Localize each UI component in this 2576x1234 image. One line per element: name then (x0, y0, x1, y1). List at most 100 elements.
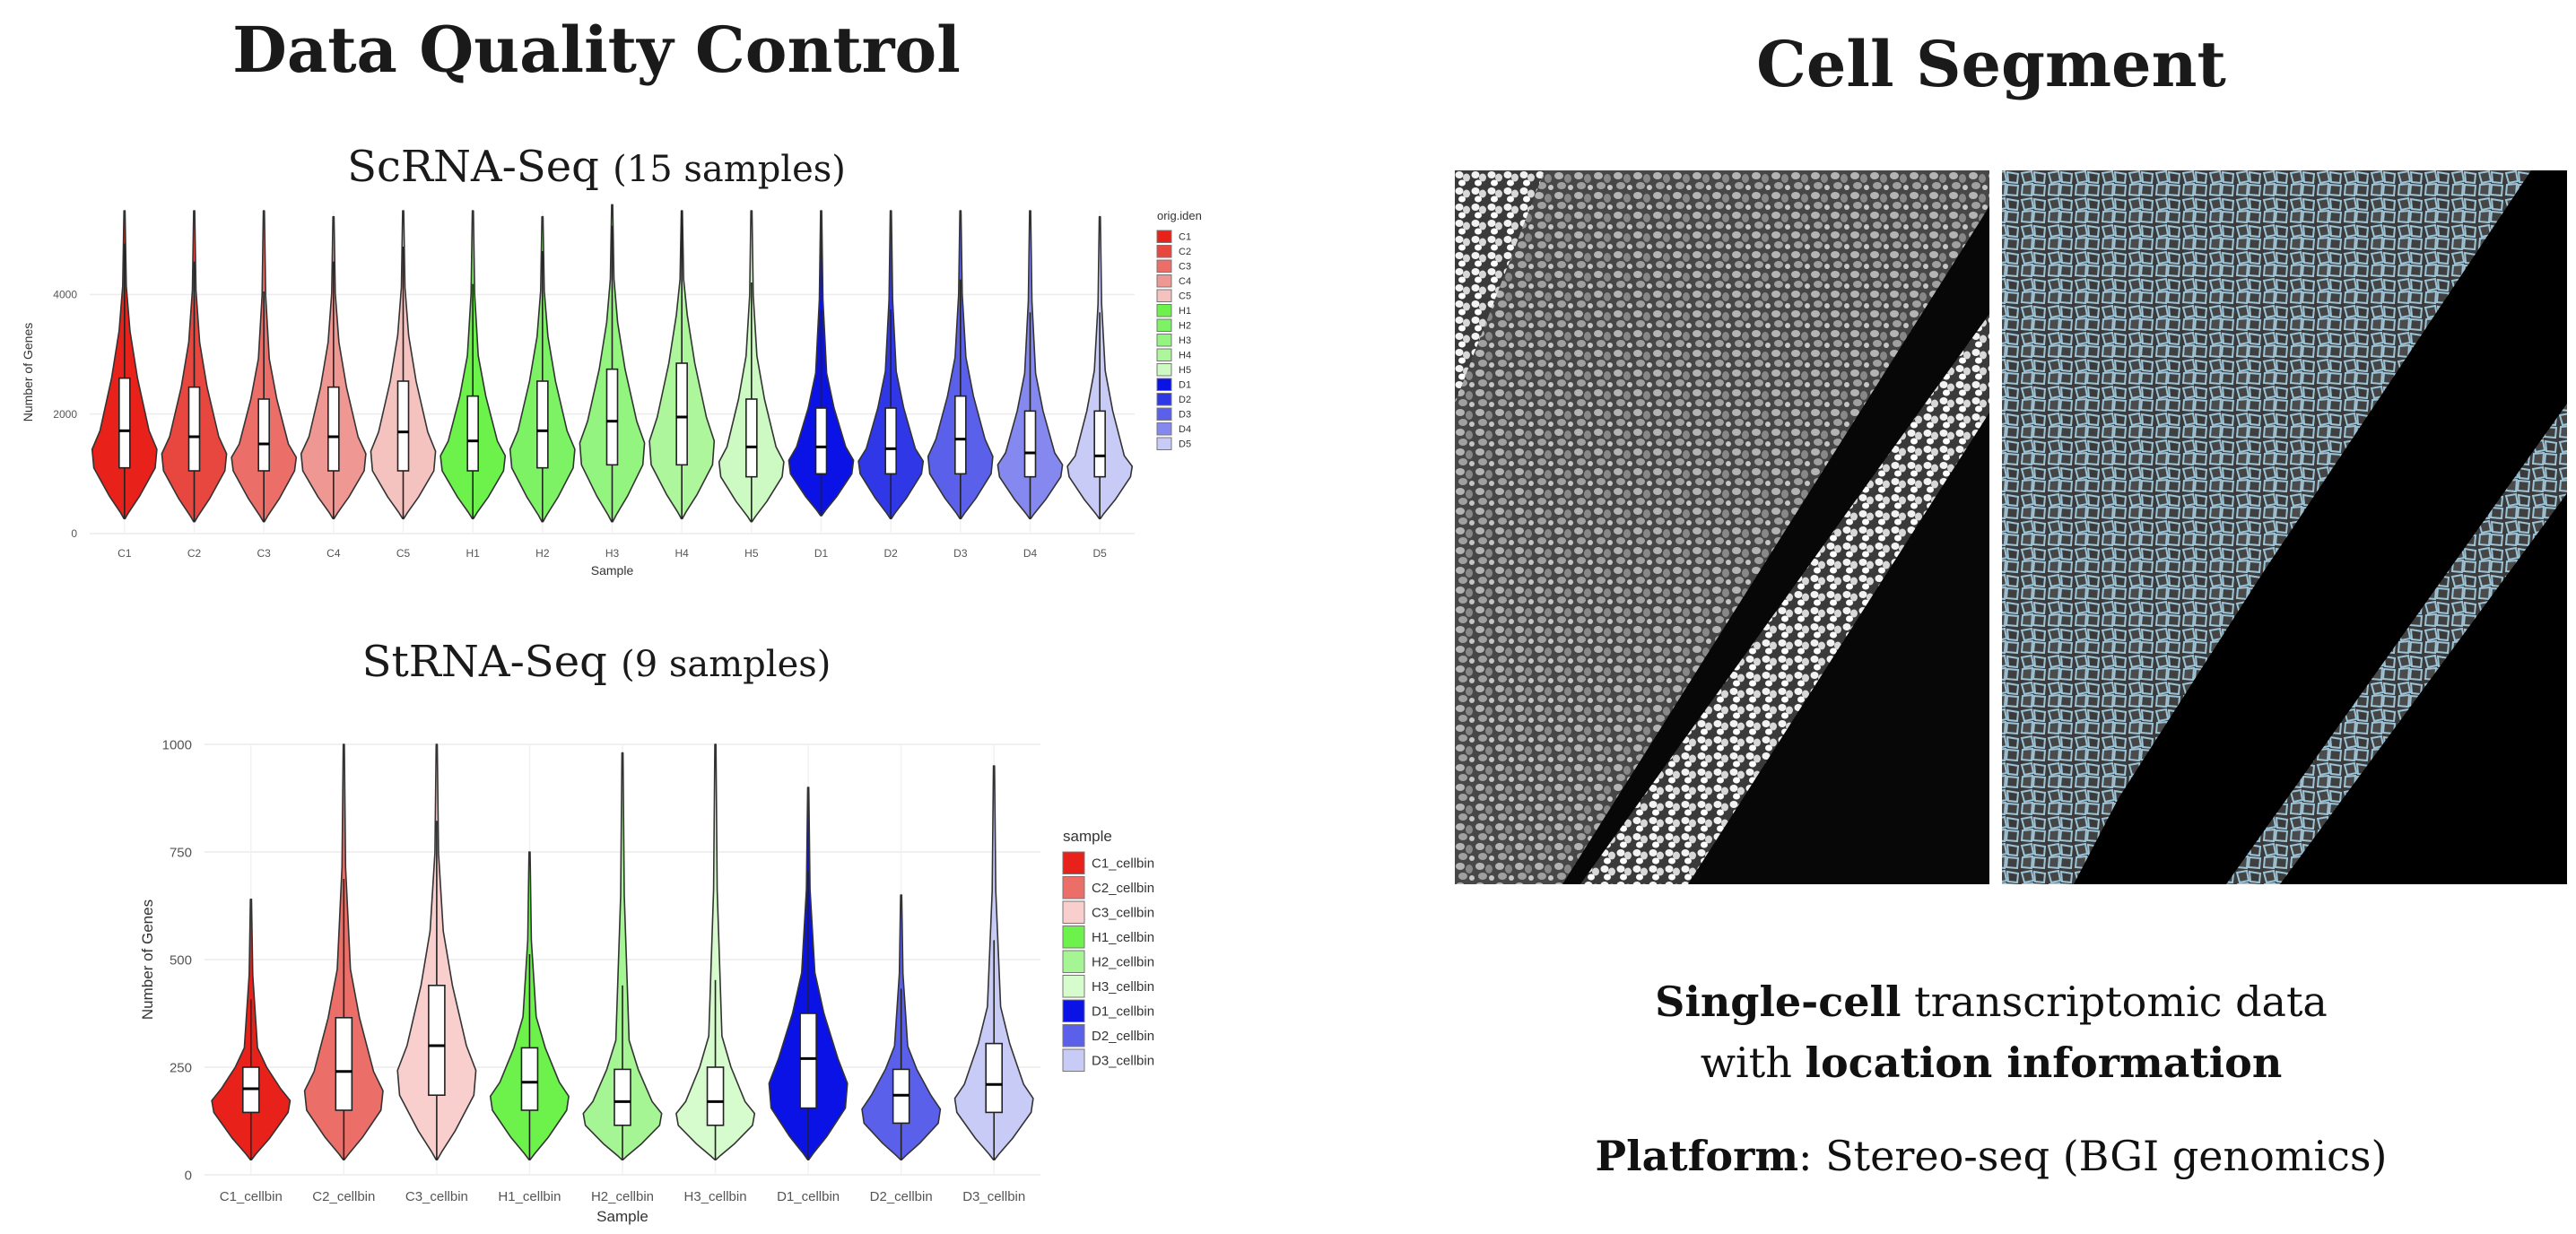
box-C4 (327, 386, 340, 472)
legend-swatch (1062, 999, 1085, 1022)
x-tick-label: D2_cellbin (870, 1189, 933, 1204)
box-C3_cellbin (428, 984, 446, 1096)
desc-single-cell: Single-cell (1655, 978, 1902, 1026)
box-D1_cellbin (799, 1012, 817, 1109)
sc-violin-chart: 0 2000 4000 C1 C2 C3 C4 C5 H1 H2 H3 H4 H5 D1 D2 D3 D4 D5 S… (21, 204, 1202, 578)
x-tick-label: C5 (396, 547, 411, 560)
legend-swatch (1156, 437, 1172, 450)
y-tick-label: 4000 (53, 289, 77, 301)
box-D1 (814, 407, 828, 475)
legend-label: C1 (1179, 232, 1191, 243)
box-D3 (954, 395, 967, 475)
desc-platform-label: Platform (1595, 1132, 1799, 1180)
x-axis-label: Sample (596, 1208, 648, 1225)
legend-label: D2_cellbin (1092, 1029, 1154, 1044)
sc-chart-title: ScRNA-Seq (15 samples) (0, 142, 1193, 192)
st-title-paren: (9 samples) (621, 644, 831, 685)
x-tick-label: C1 (117, 547, 132, 560)
legend-swatch (1062, 975, 1085, 998)
nuclei-image (1455, 170, 1989, 884)
legend-label: H2_cellbin (1092, 955, 1154, 970)
legend-swatch (1156, 274, 1172, 288)
legend-swatch (1062, 926, 1085, 949)
x-tick-label: C1_cellbin (220, 1189, 283, 1204)
box-H1 (466, 395, 479, 472)
legend-swatch (1062, 876, 1085, 899)
box-C2_cellbin (335, 1016, 353, 1111)
right-title: Cell Segment (1756, 27, 2226, 101)
legend-label: H4 (1179, 351, 1191, 361)
legend-label: H2 (1179, 321, 1191, 332)
x-tick-label: H5 (744, 547, 759, 560)
x-axis-label: Sample (591, 563, 634, 578)
box-D2 (884, 407, 897, 475)
legend-label: D1_cellbin (1092, 1004, 1154, 1020)
x-tick-label: D3 (953, 547, 968, 560)
legend-swatch (1156, 230, 1172, 243)
x-tick-label: H4 (674, 547, 689, 560)
box-H1_cellbin (520, 1047, 539, 1111)
legend-swatch (1156, 304, 1172, 317)
description-line-1: Single-cell transcriptomic data (1435, 978, 2547, 1026)
legend-swatch (1156, 378, 1172, 391)
x-tick-label: D1 (814, 547, 829, 560)
legend-label: C5 (1179, 291, 1191, 302)
legend-label: H3 (1179, 335, 1191, 346)
desc-line1-rest: transcriptomic data (1901, 978, 2328, 1026)
legend-label: C3 (1179, 262, 1191, 273)
box-H2 (536, 380, 549, 469)
legend-swatch (1156, 334, 1172, 347)
x-tick-label: D5 (1092, 547, 1107, 560)
box-C2 (187, 386, 201, 472)
cell-segmentation-images (1455, 170, 2567, 884)
legend-title: sample (1063, 828, 1112, 845)
y-tick-label: 750 (170, 845, 192, 860)
box-D3_cellbin (985, 1042, 1004, 1114)
legend-swatch (1062, 950, 1085, 973)
description-line-3: Platform: Stereo-seq (BGI genomics) (1435, 1132, 2547, 1180)
box-H3 (605, 368, 619, 466)
box-H4 (675, 362, 688, 466)
legend-label: C4 (1179, 276, 1191, 287)
desc-line2-pre: with (1700, 1038, 1806, 1087)
desc-location-info: location information (1805, 1038, 2283, 1087)
description-line-2: with location information (1435, 1038, 2547, 1087)
legend-label: D5 (1179, 439, 1191, 450)
box-H5 (745, 398, 758, 478)
box-D5 (1093, 410, 1106, 478)
legend-label: C3_cellbin (1092, 906, 1154, 921)
legend-label: D3_cellbin (1092, 1054, 1154, 1069)
y-tick-label: 1000 (162, 737, 192, 752)
x-tick-label: H2 (535, 547, 550, 560)
desc-platform-value: : Stereo-seq (BGI genomics) (1798, 1132, 2388, 1180)
st-chart-title: StRNA-Seq (9 samples) (0, 637, 1193, 687)
x-tick-label: H1 (466, 547, 480, 560)
legend-swatch (1156, 363, 1172, 377)
x-tick-label: D1_cellbin (777, 1189, 840, 1204)
legend-label: H1_cellbin (1092, 930, 1154, 945)
legend-label: H5 (1179, 365, 1191, 376)
x-tick-label: C3_cellbin (405, 1189, 468, 1204)
box-H3_cellbin (706, 1066, 725, 1126)
legend-swatch (1062, 1048, 1085, 1072)
legend-swatch (1156, 348, 1172, 361)
st-title-main: StRNA-Seq (361, 637, 607, 687)
legend-label: H1 (1179, 306, 1191, 317)
x-tick-label: C2 (187, 547, 202, 560)
legend-swatch (1156, 318, 1172, 332)
legend-label: C2_cellbin (1092, 881, 1154, 896)
legend-label: C1_cellbin (1092, 856, 1154, 872)
x-tick-label: D2 (883, 547, 898, 560)
x-tick-label: H1_cellbin (498, 1189, 561, 1204)
legend-swatch (1062, 900, 1085, 924)
box-H2_cellbin (614, 1068, 631, 1126)
y-axis-label: Number of Genes (21, 323, 35, 422)
x-tick-label: D4 (1023, 547, 1038, 560)
st-violin-chart: 0 250 500 750 1000 C1_cellbin C2_cellbin C3_cel… (139, 737, 1154, 1225)
left-title: Data Quality Control (232, 13, 961, 87)
legend-swatch (1156, 289, 1172, 302)
legend-label: D2 (1179, 395, 1191, 405)
legend-swatch (1156, 245, 1172, 258)
legend-label: D3 (1179, 410, 1191, 421)
box-C5 (396, 380, 410, 472)
